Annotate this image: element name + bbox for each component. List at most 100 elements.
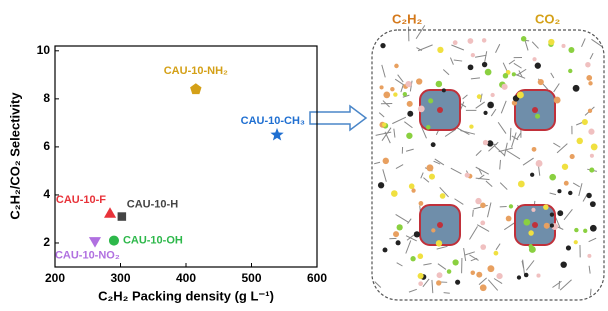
- atom: [566, 245, 571, 250]
- bond: [494, 278, 502, 283]
- atom: [568, 191, 572, 195]
- bond: [554, 83, 560, 91]
- atom: [496, 273, 502, 279]
- atom: [548, 39, 554, 45]
- atom: [574, 228, 578, 232]
- bond: [383, 169, 387, 181]
- atom: [494, 251, 499, 256]
- plot-frame: [55, 46, 317, 267]
- bond: [553, 143, 560, 147]
- bond: [590, 289, 591, 296]
- atom: [480, 203, 486, 209]
- atom: [476, 272, 482, 278]
- atom: [483, 140, 488, 145]
- point: [89, 237, 101, 248]
- atom: [536, 160, 543, 167]
- bond: [589, 238, 597, 242]
- bond: [552, 281, 561, 287]
- metal-center: [437, 107, 443, 113]
- atom: [582, 119, 588, 125]
- bond: [409, 289, 417, 292]
- atom: [394, 64, 399, 69]
- atom: [557, 210, 563, 216]
- bond: [514, 63, 522, 68]
- y-tick-label: 10: [37, 43, 51, 57]
- atom: [543, 204, 548, 209]
- atom: [535, 63, 541, 69]
- atom: [468, 38, 474, 44]
- atom: [475, 198, 481, 204]
- atom: [436, 280, 441, 285]
- point-label: CAU-10-NO₂: [55, 249, 120, 261]
- atom: [426, 164, 433, 171]
- atom: [532, 57, 536, 61]
- bond: [432, 280, 433, 293]
- bond: [500, 183, 507, 190]
- atom: [487, 102, 494, 109]
- bond: [476, 178, 490, 179]
- atom: [405, 81, 411, 87]
- atom: [407, 101, 413, 107]
- atom: [586, 75, 592, 81]
- atom: [382, 122, 386, 126]
- atom: [390, 87, 394, 91]
- atom: [453, 40, 458, 45]
- bond: [476, 150, 481, 155]
- atom: [568, 69, 572, 73]
- bond: [454, 60, 462, 61]
- figure: C₂H₂ CO₂ C₂H₂ Packing density (g L⁻¹) C₂…: [0, 0, 608, 311]
- arrow: [310, 106, 366, 130]
- bond: [582, 38, 586, 46]
- bond: [444, 293, 450, 294]
- atom: [440, 193, 446, 199]
- atom: [589, 168, 594, 173]
- atom: [418, 253, 424, 259]
- atom: [383, 158, 389, 164]
- atom: [485, 69, 492, 76]
- atom: [535, 114, 540, 119]
- x-axis-label: C₂H₂ Packing density (g L⁻¹): [98, 288, 274, 303]
- atom: [442, 88, 446, 92]
- bond: [475, 55, 486, 57]
- bond: [491, 109, 496, 116]
- atom: [585, 62, 590, 67]
- atom: [477, 94, 482, 99]
- point-label: CAU-10-NH₂: [164, 65, 228, 77]
- atom: [480, 284, 487, 291]
- atom: [452, 259, 458, 265]
- bond: [396, 214, 409, 222]
- bond: [486, 181, 492, 187]
- bond: [401, 85, 403, 92]
- bond: [463, 95, 468, 99]
- atom: [403, 92, 407, 96]
- bond: [379, 113, 384, 117]
- bond: [392, 117, 406, 123]
- atom: [471, 53, 475, 57]
- bond: [407, 219, 411, 224]
- atom: [409, 183, 415, 189]
- metal-center: [532, 107, 538, 113]
- metal-center: [437, 222, 443, 228]
- atom: [437, 47, 443, 53]
- atom: [482, 38, 487, 43]
- atom: [502, 84, 508, 90]
- atom: [383, 92, 390, 99]
- bond: [473, 210, 474, 217]
- atom: [416, 78, 422, 84]
- bond: [477, 225, 489, 232]
- atom: [418, 273, 424, 279]
- atom: [518, 181, 525, 188]
- bond: [507, 150, 520, 158]
- atom: [554, 97, 561, 104]
- bond: [443, 70, 449, 75]
- atom: [506, 216, 512, 222]
- atom: [436, 240, 442, 246]
- atom: [590, 225, 597, 232]
- bond: [437, 246, 448, 249]
- x-tick-label: 400: [176, 271, 196, 285]
- atom: [509, 204, 513, 208]
- bond: [498, 122, 506, 133]
- bond: [579, 183, 582, 196]
- illustration-label: C₂H₂: [392, 11, 423, 26]
- bond: [465, 252, 475, 255]
